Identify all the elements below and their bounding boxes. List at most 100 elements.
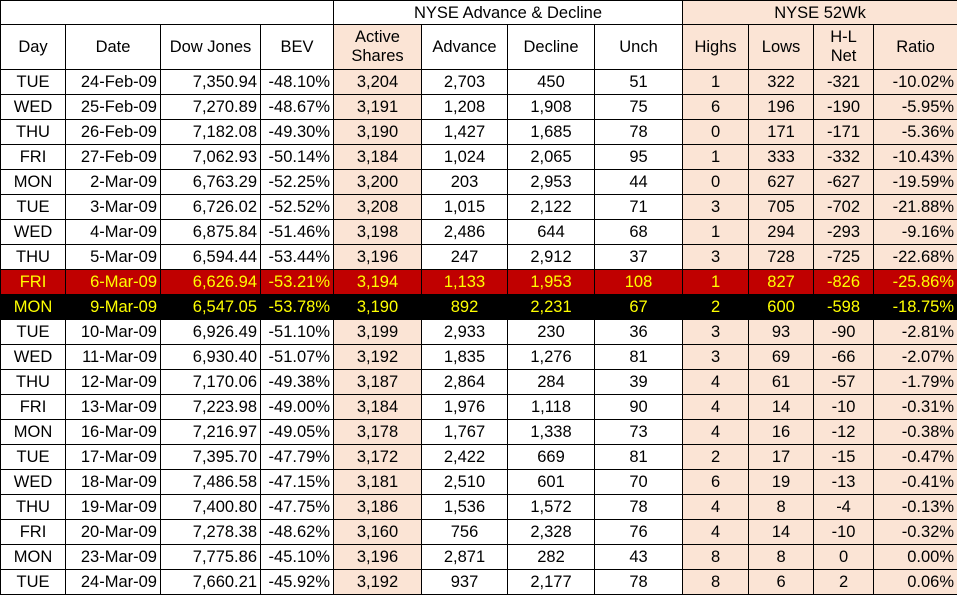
cell-unch[interactable]: 78 [593,119,684,145]
cell-highs[interactable]: 3 [682,344,750,370]
cell-highs[interactable]: 0 [682,169,750,195]
cell-decline[interactable]: 230 [507,319,595,345]
cell-dow-jones[interactable]: 7,062.93 [160,144,261,170]
cell-hl-net[interactable]: -13 [813,469,875,495]
cell-ratio[interactable]: -5.36% [873,119,957,145]
cell-date[interactable]: 9-Mar-09 [65,294,161,320]
cell-decline[interactable]: 450 [507,69,595,95]
cell-day[interactable]: WED [0,219,66,245]
cell-date[interactable]: 18-Mar-09 [65,469,161,495]
cell-highs[interactable]: 3 [682,194,750,220]
cell-advance[interactable]: 2,510 [421,469,508,495]
cell-advance[interactable]: 1,133 [421,269,508,295]
cell-date[interactable]: 23-Mar-09 [65,544,161,570]
cell-dow-jones[interactable]: 6,726.02 [160,194,261,220]
cell-decline[interactable]: 2,231 [507,294,595,320]
cell-ratio[interactable]: -18.75% [873,294,957,320]
cell-day[interactable]: TUE [0,194,66,220]
cell-hl-net[interactable]: -15 [813,444,875,470]
cell-active-shares[interactable]: 3,196 [333,244,422,270]
cell-unch[interactable]: 43 [593,544,684,570]
cell-dow-jones[interactable]: 7,270.89 [160,94,261,120]
cell-advance[interactable]: 756 [421,519,508,545]
cell-decline[interactable]: 1,338 [507,419,595,445]
cell-hl-net[interactable]: -90 [813,319,875,345]
cell-day[interactable]: THU [0,119,66,145]
cell-date[interactable]: 10-Mar-09 [65,319,161,345]
cell-highs[interactable]: 1 [682,269,750,295]
cell-ratio[interactable]: -2.81% [873,319,957,345]
cell-decline[interactable]: 2,177 [507,569,595,595]
cell-bev[interactable]: -47.75% [260,494,334,520]
cell-active-shares[interactable]: 3,181 [333,469,422,495]
column-header-bev[interactable]: BEV [260,24,334,70]
cell-hl-net[interactable]: -4 [813,494,875,520]
cell-ratio[interactable]: -5.95% [873,94,957,120]
cell-highs[interactable]: 2 [682,444,750,470]
cell-lows[interactable]: 19 [748,469,815,495]
cell-lows[interactable]: 827 [748,269,815,295]
cell-advance[interactable]: 2,703 [421,69,508,95]
cell-unch[interactable]: 44 [593,169,684,195]
cell-lows[interactable]: 8 [748,544,815,570]
cell-dow-jones[interactable]: 7,170.06 [160,369,261,395]
cell-active-shares[interactable]: 3,208 [333,194,422,220]
cell-hl-net[interactable]: -627 [813,169,875,195]
column-header-date[interactable]: Date [65,24,161,70]
cell-advance[interactable]: 1,024 [421,144,508,170]
cell-unch[interactable]: 68 [593,219,684,245]
cell-day[interactable]: FRI [0,144,66,170]
cell-decline[interactable]: 669 [507,444,595,470]
cell-dow-jones[interactable]: 7,395.70 [160,444,261,470]
cell-active-shares[interactable]: 3,198 [333,219,422,245]
cell-highs[interactable]: 8 [682,544,750,570]
column-header-day[interactable]: Day [0,24,66,70]
cell-lows[interactable]: 196 [748,94,815,120]
cell-ratio[interactable]: -10.02% [873,69,957,95]
cell-bev[interactable]: -47.79% [260,444,334,470]
cell-unch[interactable]: 67 [593,294,684,320]
cell-ratio[interactable]: -0.41% [873,469,957,495]
cell-dow-jones[interactable]: 6,930.40 [160,344,261,370]
cell-day[interactable]: MON [0,294,66,320]
cell-day[interactable]: THU [0,494,66,520]
cell-unch[interactable]: 76 [593,519,684,545]
cell-day[interactable]: TUE [0,69,66,95]
cell-hl-net[interactable]: -702 [813,194,875,220]
column-header-active-shares[interactable]: Active Shares [333,24,422,70]
cell-hl-net[interactable]: -10 [813,519,875,545]
cell-unch[interactable]: 90 [593,394,684,420]
cell-bev[interactable]: -48.10% [260,69,334,95]
cell-date[interactable]: 5-Mar-09 [65,244,161,270]
column-header-dow-jones[interactable]: Dow Jones [160,24,261,70]
cell-hl-net[interactable]: -171 [813,119,875,145]
cell-advance[interactable]: 2,486 [421,219,508,245]
cell-highs[interactable]: 1 [682,144,750,170]
cell-day[interactable]: WED [0,344,66,370]
cell-bev[interactable]: -51.10% [260,319,334,345]
cell-active-shares[interactable]: 3,200 [333,169,422,195]
cell-lows[interactable]: 16 [748,419,815,445]
cell-bev[interactable]: -52.52% [260,194,334,220]
cell-decline[interactable]: 1,953 [507,269,595,295]
cell-advance[interactable]: 1,767 [421,419,508,445]
cell-hl-net[interactable]: 0 [813,544,875,570]
cell-hl-net[interactable]: -725 [813,244,875,270]
cell-bev[interactable]: -53.78% [260,294,334,320]
cell-unch[interactable]: 71 [593,194,684,220]
cell-dow-jones[interactable]: 6,763.29 [160,169,261,195]
cell-lows[interactable]: 14 [748,394,815,420]
cell-bev[interactable]: -51.07% [260,344,334,370]
cell-ratio[interactable]: -2.07% [873,344,957,370]
cell-highs[interactable]: 4 [682,369,750,395]
cell-bev[interactable]: -48.67% [260,94,334,120]
cell-ratio[interactable]: -25.86% [873,269,957,295]
cell-date[interactable]: 2-Mar-09 [65,169,161,195]
cell-advance[interactable]: 1,536 [421,494,508,520]
cell-highs[interactable]: 8 [682,569,750,595]
cell-date[interactable]: 13-Mar-09 [65,394,161,420]
cell-date[interactable]: 12-Mar-09 [65,369,161,395]
cell-bev[interactable]: -45.10% [260,544,334,570]
cell-active-shares[interactable]: 3,172 [333,444,422,470]
cell-ratio[interactable]: -22.68% [873,244,957,270]
